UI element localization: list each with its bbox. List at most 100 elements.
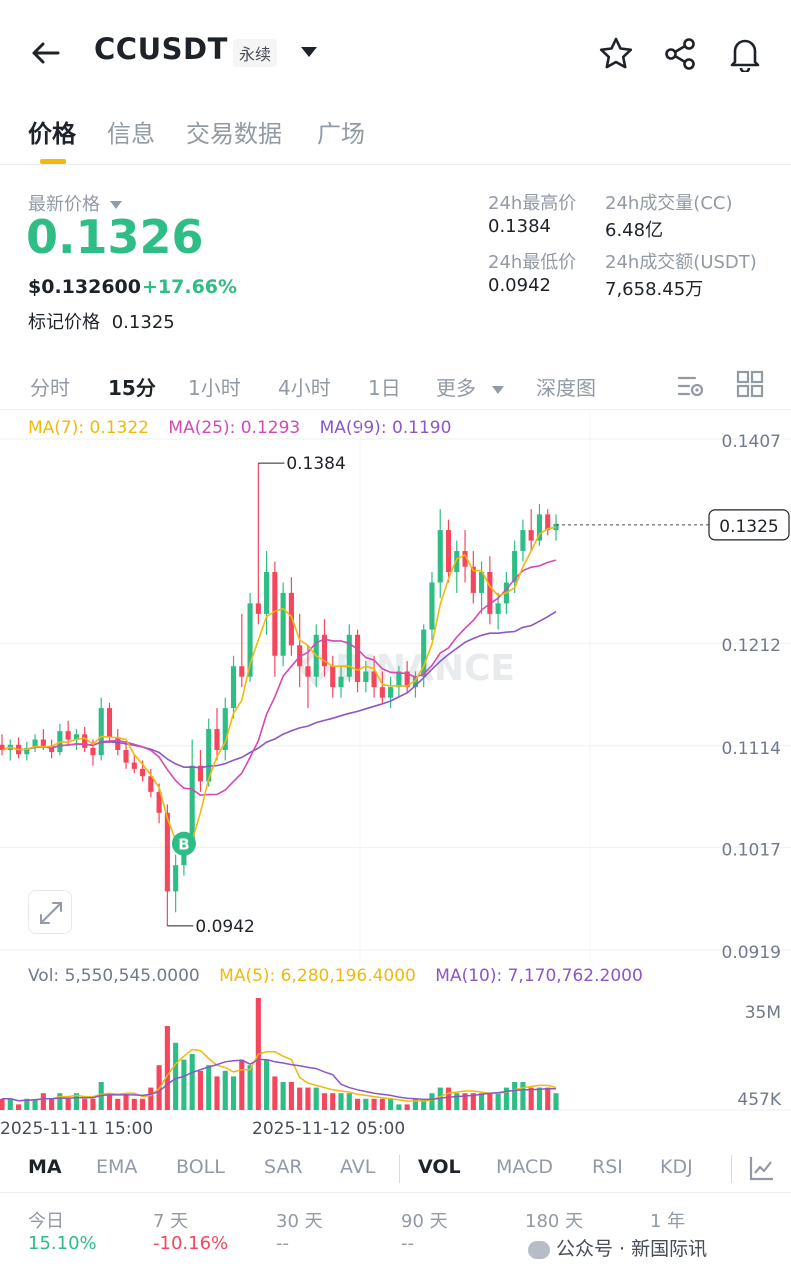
bell-alert-icon[interactable] <box>726 34 764 72</box>
volume-bar <box>470 1093 476 1110</box>
tab-price[interactable]: 价格 <box>28 120 76 148</box>
volume-bar <box>388 1098 394 1110</box>
favorite-star-icon[interactable] <box>598 36 634 72</box>
volume-bar <box>247 1065 253 1110</box>
latest-price-label[interactable]: 最新价格 <box>28 190 122 216</box>
candle-body <box>90 747 96 756</box>
ind-kdj[interactable]: KDJ <box>660 1156 693 1178</box>
candle-body <box>338 676 344 688</box>
volume-bar <box>528 1087 534 1110</box>
indicator-settings-icon[interactable] <box>748 1154 776 1182</box>
candle-body <box>445 530 452 572</box>
ind-rsi[interactable]: RSI <box>592 1156 623 1178</box>
buy-marker <box>171 831 196 856</box>
app-header: CCUSDT 永续 <box>0 0 791 105</box>
volume-bar <box>115 1098 121 1110</box>
volume-bar <box>288 1082 294 1110</box>
candle-body <box>0 744 5 750</box>
ind-sar[interactable]: SAR <box>264 1156 303 1178</box>
tf-1h[interactable]: 1小时 <box>188 376 241 400</box>
tab-trading-data[interactable]: 交易数据 <box>186 120 282 148</box>
volume-bar <box>0 1098 5 1110</box>
volume-bar <box>131 1098 137 1110</box>
volume-bar <box>313 1087 319 1110</box>
volume-bar <box>222 1070 228 1110</box>
volume-bar <box>40 1093 46 1110</box>
current-price-label: 0.1325 <box>719 517 778 537</box>
candle-body <box>520 530 526 552</box>
mark-price-label: 标记价格 <box>28 312 100 333</box>
ind-ema[interactable]: EMA <box>96 1156 138 1178</box>
y-tick-label: 0.1114 <box>722 739 781 759</box>
ind-boll[interactable]: BOLL <box>176 1156 225 1178</box>
volume-bar <box>363 1098 369 1110</box>
candle-body <box>545 514 551 531</box>
volume-bar <box>346 1093 352 1110</box>
volume-bar <box>73 1093 79 1110</box>
candle-body <box>388 687 394 698</box>
vol-ma10-line <box>2 1058 556 1102</box>
candle-body <box>553 523 559 531</box>
candle-body <box>73 734 79 740</box>
volume-bar <box>536 1087 543 1110</box>
candlestick-chart[interactable]: 0.14070.12120.11140.10170.0919BINANCE0.1… <box>0 412 791 962</box>
candle-body <box>437 530 443 583</box>
candle-body <box>123 749 129 763</box>
candle-body <box>421 629 427 677</box>
ind-ma[interactable]: MA <box>28 1156 62 1178</box>
volume-bar <box>371 1098 377 1110</box>
candle-body <box>454 551 460 572</box>
wechat-icon <box>528 1240 550 1259</box>
layout-grid-icon[interactable] <box>736 370 764 398</box>
volume-bar <box>32 1098 38 1110</box>
tf-15m[interactable]: 15分 <box>108 376 156 400</box>
volume-bar <box>106 1093 113 1110</box>
volume-bar <box>479 1093 485 1110</box>
tf-time[interactable]: 分时 <box>30 376 70 400</box>
volume-chart[interactable]: 35M 457K 2025-11-11 15:00 2025-11-12 05:00 <box>0 990 791 1145</box>
ind-avl[interactable]: AVL <box>340 1156 376 1178</box>
volume-legend: Vol: 5,550,545.0000 MA(5): 6,280,196.400… <box>28 966 643 986</box>
candle-body <box>239 666 245 677</box>
volume-bar <box>429 1093 435 1110</box>
tf-more[interactable]: 更多 <box>436 372 505 401</box>
candle-body <box>495 603 501 614</box>
candle-body <box>206 729 212 782</box>
high-price-label: 0.1384 <box>286 454 345 474</box>
chart-settings-icon[interactable] <box>677 373 705 399</box>
candle-body <box>214 729 220 750</box>
volume-bar <box>503 1087 509 1110</box>
fullscreen-expand-icon[interactable] <box>28 890 72 934</box>
current-price-box <box>708 509 790 541</box>
candle-body <box>40 739 46 746</box>
tf-depth[interactable]: 深度图 <box>536 376 596 400</box>
candle-body <box>363 671 369 682</box>
volume-bar <box>404 1104 410 1110</box>
candle-body <box>280 592 286 656</box>
vol-ma10-legend: MA(10): 7,170,762.2000 <box>435 966 643 986</box>
symbol-title[interactable]: CCUSDT <box>94 32 228 66</box>
candle-body <box>272 571 278 656</box>
ma-legend: MA(7): 0.1322 MA(25): 0.1293 MA(99): 0.1… <box>28 418 451 438</box>
symbol-dropdown-icon[interactable] <box>300 46 318 58</box>
candle-body <box>65 731 71 740</box>
tf-4h[interactable]: 4小时 <box>278 376 331 400</box>
perf-30d-label: 30 天 <box>276 1211 323 1232</box>
candle-body <box>264 571 270 614</box>
share-icon[interactable] <box>662 36 698 72</box>
back-arrow-icon[interactable] <box>26 34 66 74</box>
tab-info[interactable]: 信息 <box>107 120 155 148</box>
ind-vol[interactable]: VOL <box>418 1156 461 1178</box>
x-tick-label: 2025-11-11 15:00 <box>0 1119 153 1139</box>
tf-1d[interactable]: 1日 <box>368 376 401 400</box>
candle-body <box>230 666 237 709</box>
y-tick-label: 0.1407 <box>722 432 781 452</box>
perf-today-label: 今日 <box>28 1211 64 1232</box>
candle-body <box>197 765 204 782</box>
candle-body <box>148 776 154 792</box>
volume-bar <box>181 1059 187 1110</box>
volume-bar <box>65 1098 71 1110</box>
y-tick-label: 0.0919 <box>722 943 781 962</box>
tab-square[interactable]: 广场 <box>317 120 365 148</box>
ind-macd[interactable]: MACD <box>496 1156 553 1178</box>
